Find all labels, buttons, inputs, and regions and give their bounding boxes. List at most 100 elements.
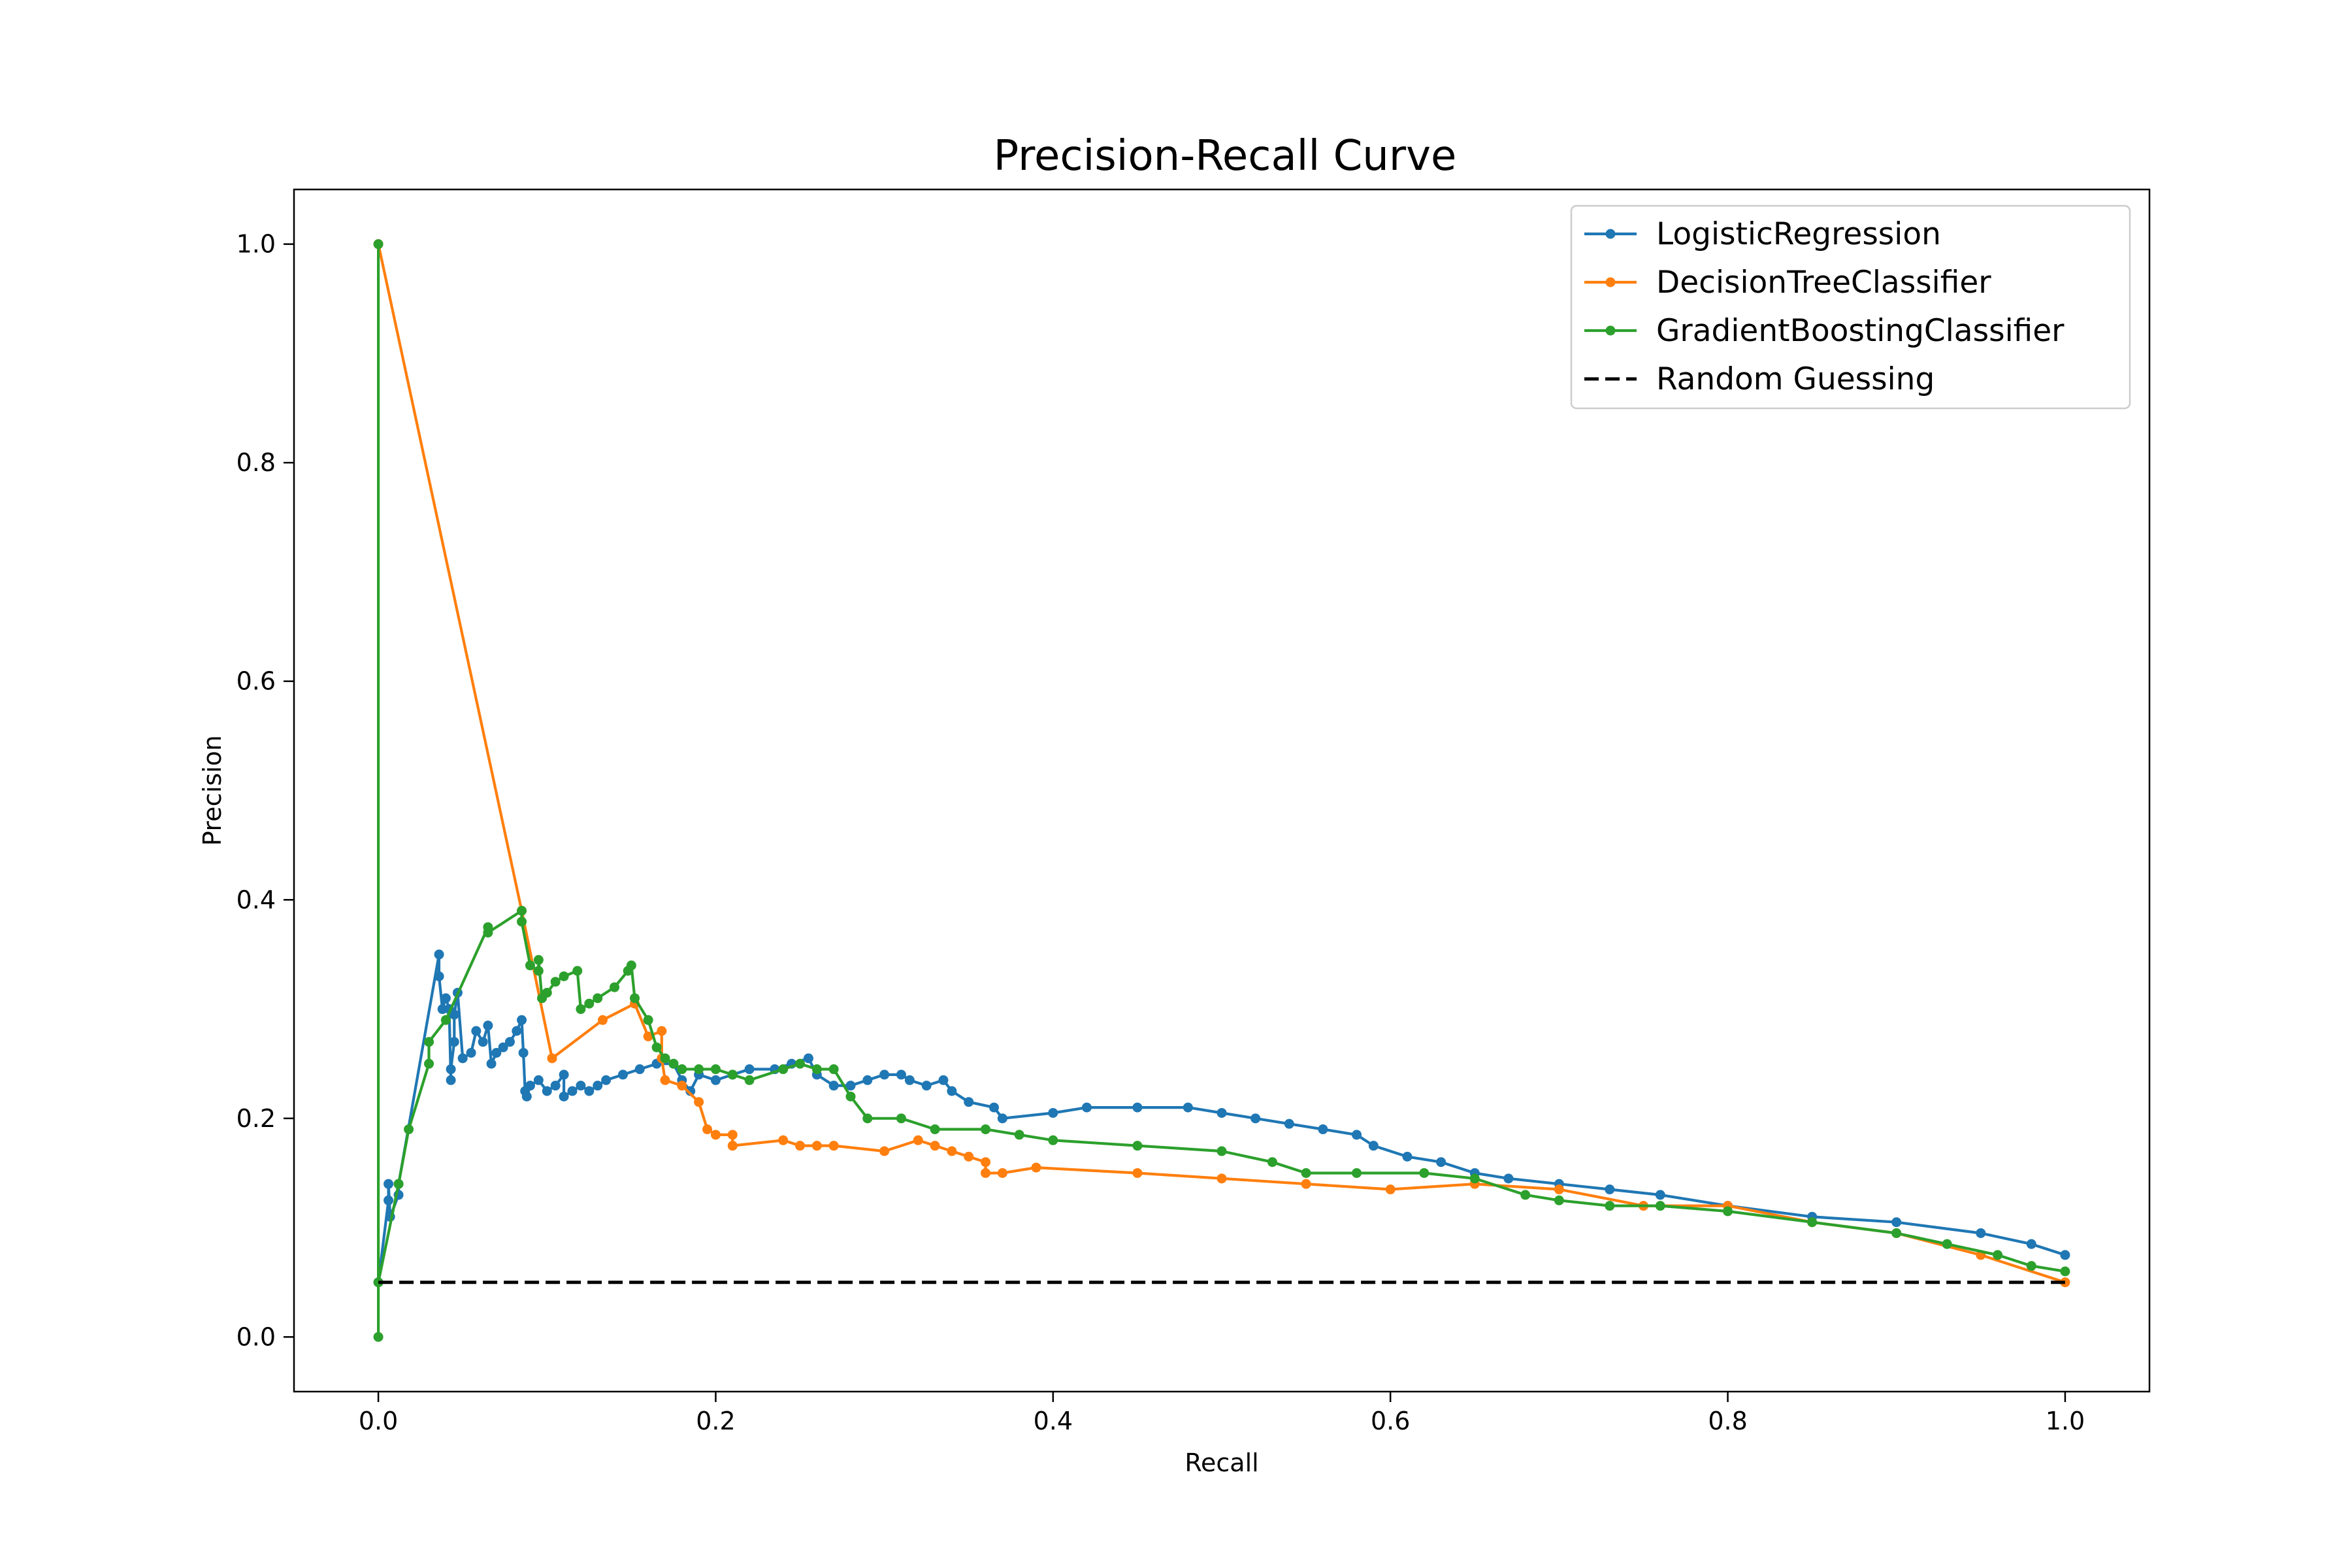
data-point [486,1058,497,1069]
chart-title: Precision-Recall Curve [994,132,1457,180]
data-point [1301,1179,1311,1189]
data-point [778,1135,789,1145]
data-point [576,1004,586,1015]
data-point [795,1141,806,1151]
x-tick-label: 0.8 [1708,1407,1747,1435]
data-point [517,917,527,927]
data-point [440,993,451,1004]
data-point [828,1081,839,1091]
data-point [525,1081,535,1091]
data-point [542,1086,552,1096]
data-point [727,1070,738,1080]
data-point [471,1026,482,1036]
data-point [550,977,561,987]
data-point [651,1042,662,1053]
x-tick-label: 0.4 [1034,1407,1073,1435]
data-point [2060,1277,2070,1288]
data-point [660,1075,670,1085]
data-point [446,1064,456,1075]
data-point [404,1124,414,1135]
data-point [879,1070,890,1080]
data-point [483,927,493,938]
data-point [727,1141,738,1151]
x-tick-label: 0.0 [359,1407,398,1435]
data-point [437,1004,448,1015]
plot-frame [293,188,2151,1393]
data-point [981,1168,991,1178]
data-point [997,1113,1007,1124]
data-point [1723,1206,1733,1217]
y-tick-label: 0.6 [237,667,276,696]
data-point [610,982,620,992]
data-point [685,1086,696,1096]
data-point [1436,1157,1446,1168]
data-point [634,1064,645,1075]
data-point [1267,1157,1277,1168]
data-point [576,1081,586,1091]
data-point [744,1075,755,1085]
data-point [547,1053,557,1064]
data-point [660,1053,670,1064]
data-point [517,1015,527,1025]
data-point [559,971,569,981]
data-point [1048,1135,1058,1145]
data-point [518,1047,529,1058]
data-point [491,1047,502,1058]
data-point [559,1091,569,1102]
data-point [811,1064,822,1075]
data-point [938,1075,949,1085]
data-point [449,1037,459,1047]
data-point [930,1124,940,1135]
data-point [446,1075,456,1085]
data-point [1807,1217,1818,1228]
data-point [601,1075,612,1085]
data-point [630,993,640,1004]
legend-entry-decisiontreeclassifier: DecisionTreeClassifier [1584,265,1991,301]
data-point [434,971,444,981]
x-tick-label: 1.0 [2046,1407,2085,1435]
data-point [1402,1151,1413,1162]
x-axis-label: Recall [1184,1448,1258,1477]
data-point [483,1021,493,1031]
data-point [593,993,603,1004]
data-point [921,1081,932,1091]
data-point [896,1113,906,1124]
data-point [373,1277,384,1288]
data-point [457,1053,468,1064]
data-point [393,1179,404,1189]
data-point [1284,1119,1294,1129]
legend-marker [1605,277,1616,287]
data-point [727,1130,738,1140]
data-point [550,1081,561,1091]
data-point [964,1097,974,1107]
data-point [1655,1190,1665,1200]
data-point [1183,1102,1193,1113]
data-point [1976,1228,1986,1238]
data-point [593,1081,603,1091]
data-point [1132,1102,1143,1113]
data-point [677,1064,687,1075]
data-point [643,1031,653,1041]
data-point [533,955,544,965]
data-point [1031,1162,1041,1173]
data-point [1419,1168,1429,1178]
data-point [1368,1141,1379,1151]
data-point [1132,1168,1143,1178]
data-point [373,1331,384,1342]
data-point [778,1064,789,1075]
data-point [657,1026,667,1036]
data-point [2060,1250,2070,1260]
data-point [947,1086,957,1096]
data-point [597,1015,608,1025]
data-point [521,1091,532,1102]
y-tick-label: 0.2 [237,1104,276,1133]
data-point [617,1070,628,1080]
data-point [1352,1130,1362,1140]
data-point [1250,1113,1261,1124]
legend: LogisticRegression DecisionTreeClassifier… [1570,204,2131,410]
x-tick-label: 0.6 [1371,1407,1410,1435]
data-point [879,1146,890,1156]
data-point [845,1081,856,1091]
data-point [803,1053,813,1064]
